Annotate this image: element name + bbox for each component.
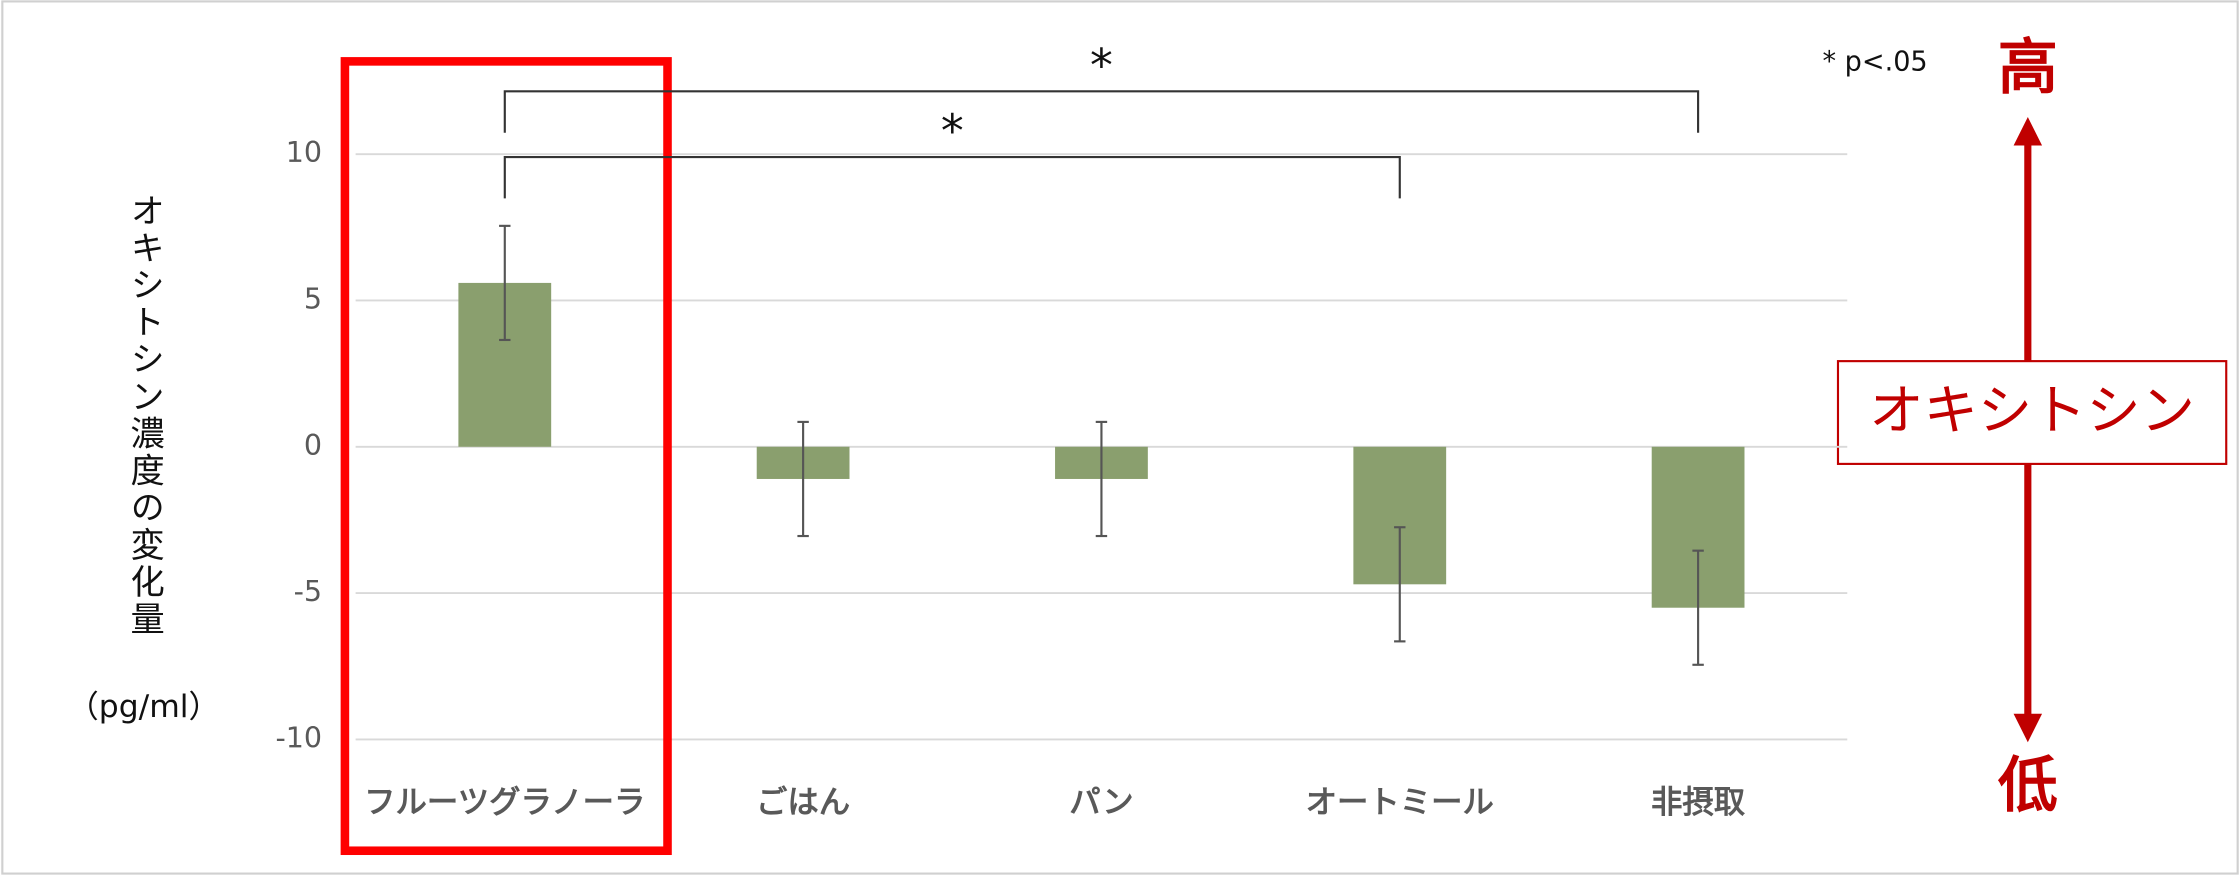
- significance-bracket: [503, 155, 1401, 199]
- significance-bracket: [503, 90, 1700, 133]
- x-tick-label: ごはん: [756, 785, 850, 821]
- error-bar: [499, 224, 511, 342]
- significance-note: * p<.05: [1822, 46, 1927, 77]
- error-bar: [1394, 526, 1406, 643]
- significance-label: *: [941, 105, 964, 158]
- x-tick-label: フルーツグラノーラ: [364, 785, 645, 821]
- y-axis-label: オキシトシン濃度の変化量: [124, 193, 164, 638]
- error-bar: [1692, 549, 1704, 666]
- significance-label: *: [1090, 39, 1113, 92]
- y-tick-label: -5: [294, 575, 322, 608]
- scale-high: 高: [1998, 33, 2058, 103]
- highlight-box: [340, 57, 672, 856]
- error-bar: [797, 420, 809, 538]
- y-tick-label: 0: [304, 429, 322, 462]
- x-tick-label: 非摂取: [1651, 785, 1746, 821]
- error-bar: [1095, 420, 1108, 538]
- y-tick-label: 5: [304, 282, 322, 315]
- y-axis-unit: （pg/ml）: [67, 689, 220, 725]
- scale-label: オキシトシン: [1869, 379, 2194, 442]
- y-tick-label: 10: [286, 136, 322, 169]
- x-tick-label: オートミール: [1306, 785, 1494, 821]
- x-tick-label: パン: [1069, 785, 1133, 821]
- scale-box: [1836, 360, 2228, 465]
- y-tick-label: -10: [275, 721, 322, 754]
- scale-low: 低: [1998, 751, 2058, 821]
